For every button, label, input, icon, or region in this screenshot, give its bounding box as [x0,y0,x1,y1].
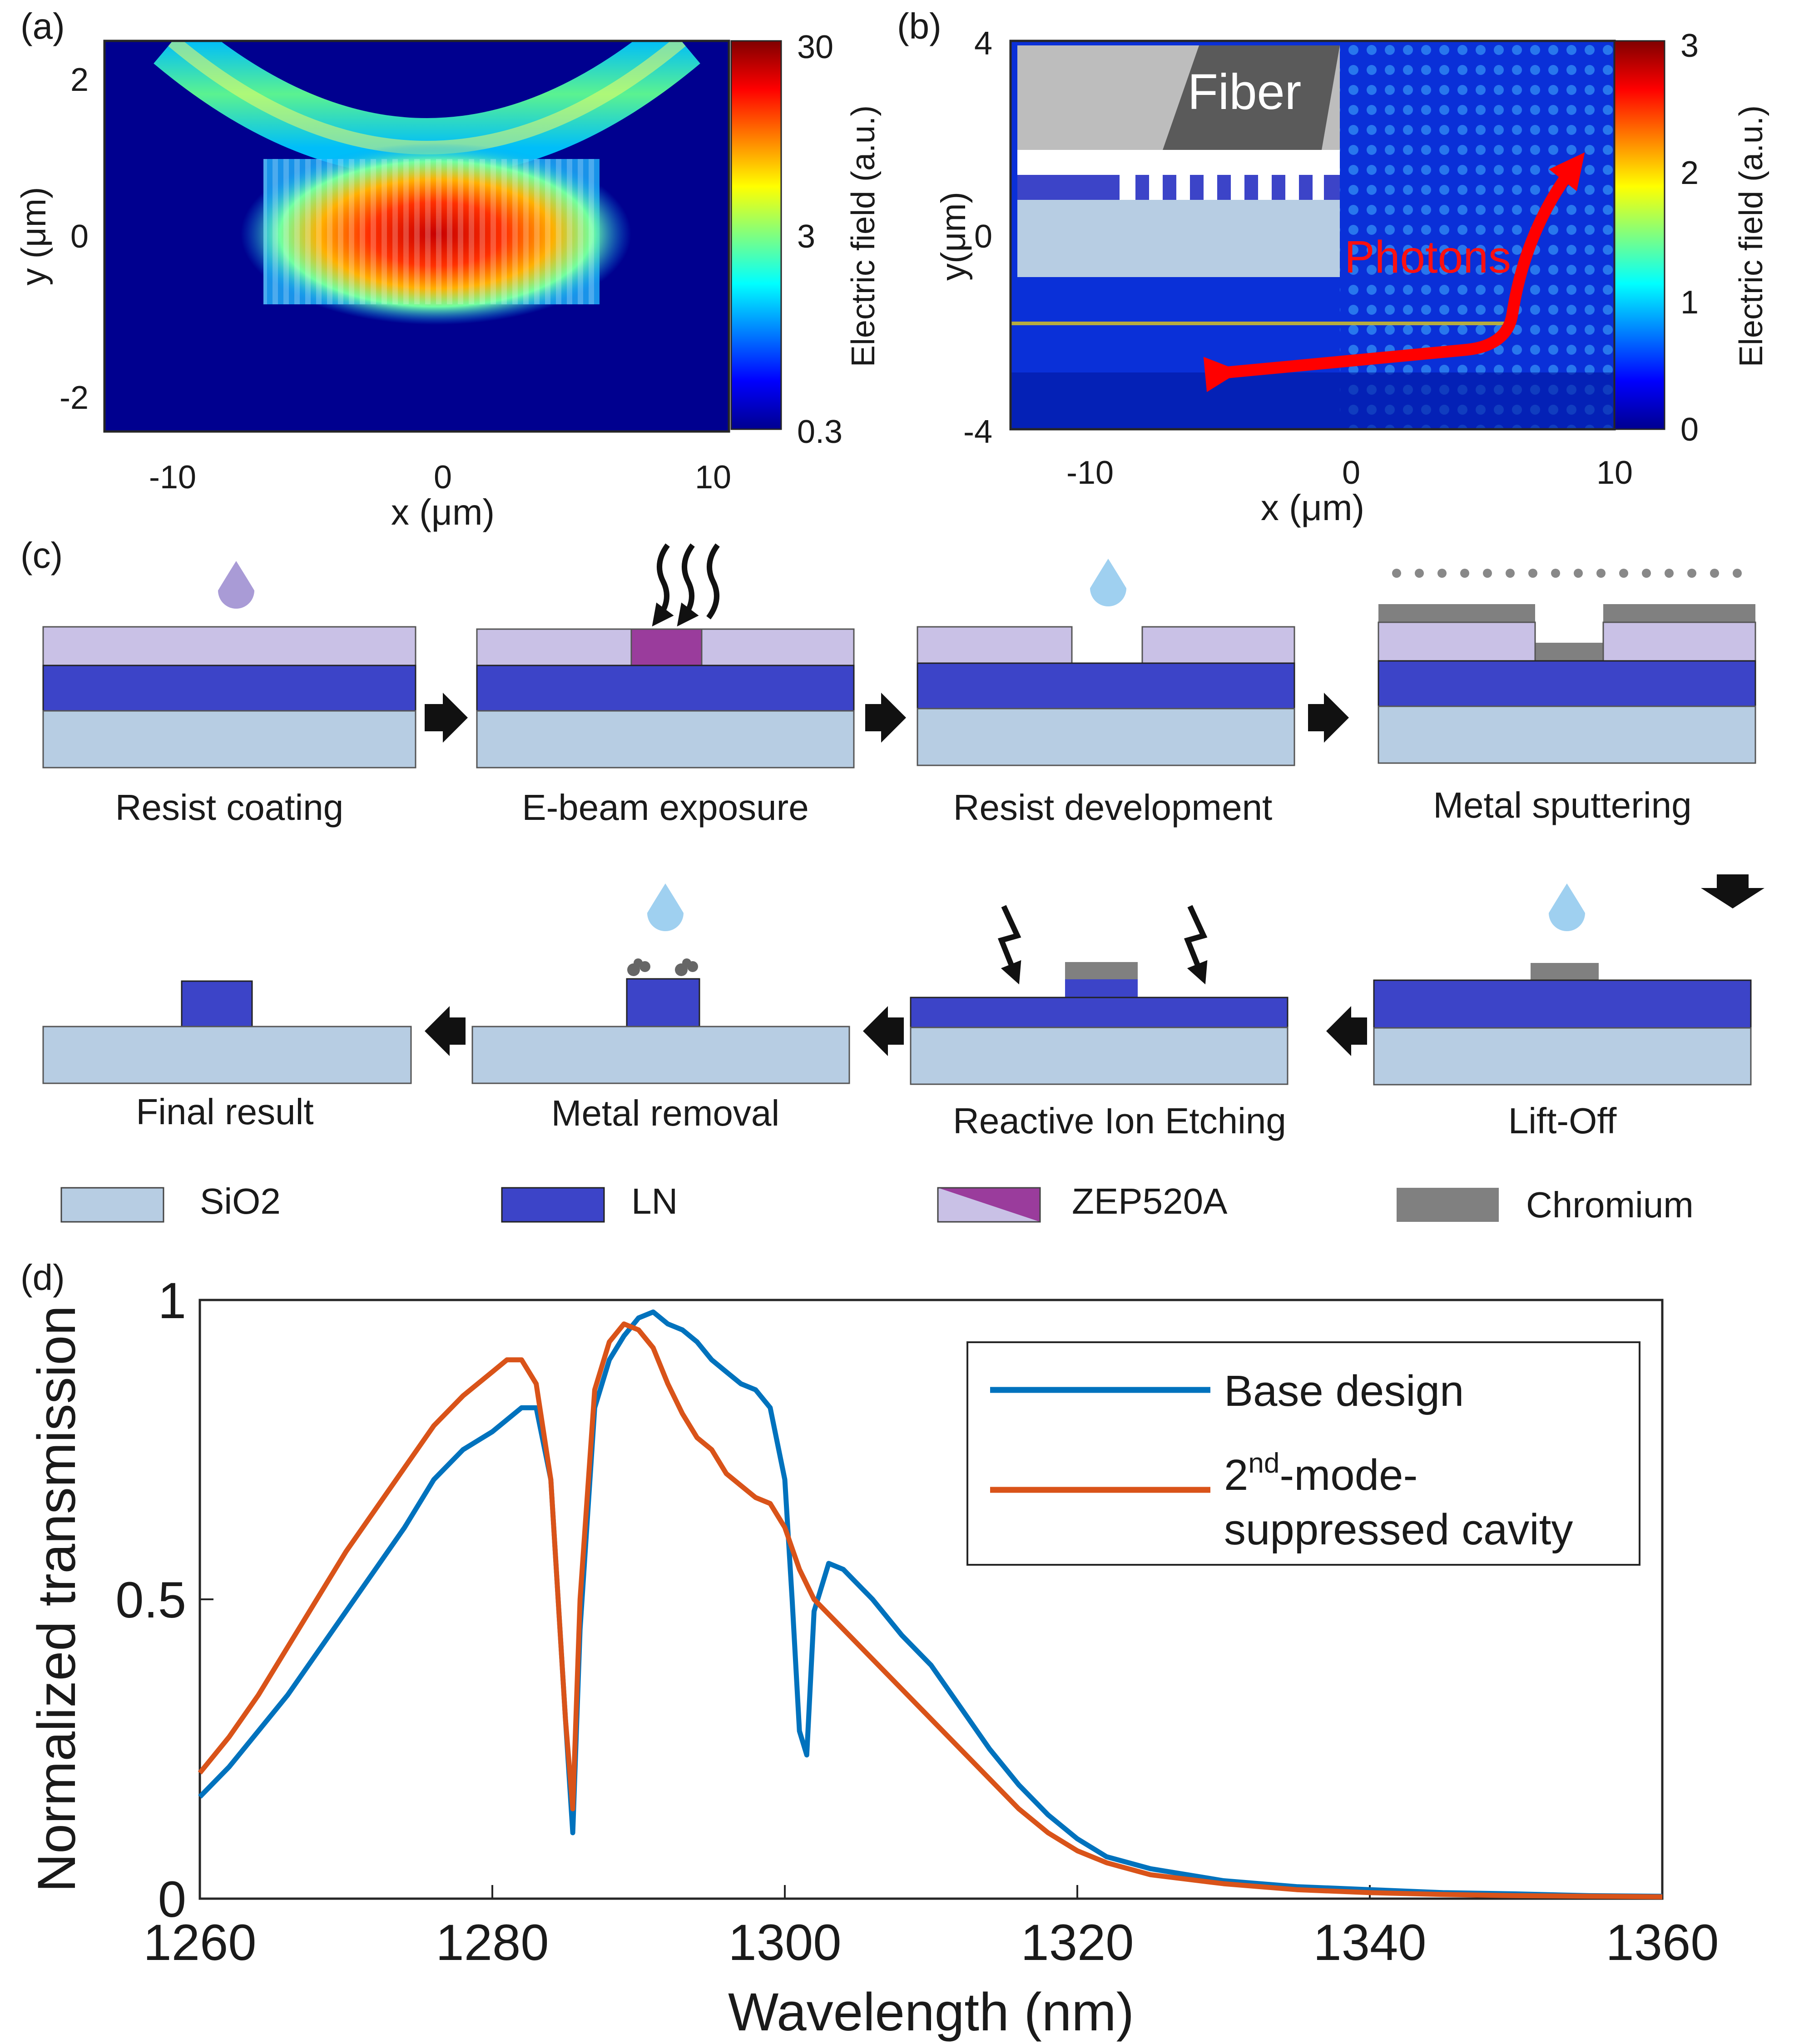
step-metal-removal: Metal removal [471,883,850,1133]
y-ticks: 10.50 [115,1272,213,1928]
legend-label-suppressed-line1: 2nd-mode- [1224,1448,1417,1499]
panel-a-cbar-tick-bot: 0.3 [797,414,842,450]
panel-b-xtick-10: 10 [1596,455,1633,491]
suppressed-cavity-line [198,1321,1663,1900]
step-ebeam-exposure: E-beam exposure [476,543,855,828]
x-tick-label-1360: 1360 [1606,1914,1719,1971]
panel-b-cbar-tick-3: 3 [1680,28,1699,64]
step-resist-development: Resist development [917,559,1295,828]
panel-b-letter: (b) [897,6,942,46]
x-tick-label-1280: 1280 [436,1914,549,1971]
legend-label-sio2: SiO2 [200,1181,281,1221]
panel-a-ytick-0: 0 [70,218,89,255]
panel-b-cbar-tick-1: 1 [1680,284,1699,321]
panel-b-ytick-m4: -4 [963,414,992,450]
panel-a-cbar-tick-top: 30 [797,29,833,65]
panel-b-ytick-0: 0 [974,218,992,255]
legend-label-suppressed-line2: suppressed cavity [1224,1505,1573,1554]
panel-a-heatmap [104,41,729,432]
flow-arrow-2 [865,693,906,743]
chart-legend: Base design 2nd-mode- suppressed cavity [966,1341,1640,1566]
panel-b-ylabel: y(μm) [934,192,973,281]
legend-swatch-chromium [1397,1188,1499,1222]
step-lift-off: Lift-Off [1373,883,1752,1141]
x-ticks: 1260 1280 1300 1320 1340 1360 [143,1885,1719,1971]
step-label-2: E-beam exposure [522,787,808,828]
transmission-chart: 1260 1280 1300 1320 1340 1360 10.50 Wavelengt… [27,1272,1719,2042]
panel-a-ytick-m2: -2 [59,380,89,416]
legend-swatch-sio2 [60,1187,164,1223]
chart-xlabel: Wavelength (nm) [728,1982,1134,2042]
panel-c-letter: (c) [20,535,63,575]
panel-b-ytick-4: 4 [974,25,992,62]
step-label-3: Resist development [953,787,1273,828]
legend-label-ln: LN [631,1181,678,1221]
step-label-8: Final result [136,1091,313,1132]
panel-b-cbar-tick-0: 0 [1680,412,1699,448]
panel-a-ylabel: y (μm) [15,187,53,286]
step-reactive-ion-etching: Reactive Ion Etching [910,905,1289,1141]
step-final-result: Final result [42,980,412,1132]
step-label-4: Metal sputtering [1433,785,1691,825]
x-tick-label-1300: 1300 [728,1914,841,1971]
panel-a-ytick-2: 2 [70,62,89,98]
step-resist-coating: Resist coating [42,561,416,828]
photons-arrow [1203,152,1585,392]
flow-arrow-1 [425,693,468,743]
panel-d: (d) 1260 1280 1300 1320 1340 1360 10.50 Wavel… [20,1257,1719,2042]
x-tick-label-1260: 1260 [143,1914,256,1971]
panel-c: (c) Resist coating E-beam exposure [20,535,1764,1225]
panel-b: (b) Fiber Photons 3 [897,6,1769,528]
material-legend: SiO2 LN ZEP520A Chromium [60,1181,1694,1225]
flow-arrow-down [1701,874,1764,908]
flow-arrow-6 [425,1006,466,1056]
chart-ylabel: Normalized transmission [27,1305,87,1892]
step-label-1: Resist coating [115,787,343,828]
panel-b-inset: Fiber [1017,45,1340,277]
panel-a-xlabel: x (μm) [391,492,495,532]
panel-a-letter: (a) [20,6,65,46]
panel-a-xtick-0: 0 [434,459,452,496]
step-label-5: Lift-Off [1508,1101,1617,1141]
fiber-label: Fiber [1188,64,1302,120]
panel-d-letter: (d) [20,1257,65,1298]
base-design-line [198,1309,1663,1899]
step-metal-sputtering: Metal sputtering [1378,569,1756,825]
panel-b-colorbar-label: Electric field (a.u.) [1733,105,1769,367]
flow-arrow-4 [1326,1006,1367,1056]
panel-b-cbar-tick-2: 2 [1680,155,1699,191]
panel-a-xtick-10: 10 [695,459,731,496]
step-label-6: Reactive Ion Etching [953,1101,1286,1141]
panel-a-colorbar-label: Electric field (a.u.) [845,105,882,367]
panel-a-colorbar [730,40,782,430]
series-lines [198,1309,1663,1900]
flow-arrow-5 [863,1006,904,1056]
panel-b-xtick-0: 0 [1342,455,1360,491]
legend-swatch-zep [937,1187,1041,1223]
flow-arrow-3 [1308,693,1349,743]
x-tick-label-1340: 1340 [1313,1914,1426,1971]
legend-box [966,1341,1640,1566]
legend-label-zep: ZEP520A [1072,1181,1228,1221]
panel-a: (a) 30 3 0.3 Electric field (a.u.) 2 0 -… [15,6,882,532]
panel-b-colorbar [1614,40,1665,430]
y-tick-label-0.5: 0.5 [115,1572,186,1628]
panel-b-xtick-m10: -10 [1066,455,1114,491]
legend-swatch-ln [501,1187,605,1223]
panel-a-cbar-tick-mid: 3 [797,218,815,255]
panel-b-xlabel: x (μm) [1261,487,1364,528]
step-label-7: Metal removal [551,1093,779,1133]
x-tick-label-1320: 1320 [1021,1914,1134,1971]
photons-label: Photons [1344,232,1511,283]
panel-a-xtick-m10: -10 [149,459,196,496]
y-tick-label-0: 0 [158,1871,186,1928]
legend-label-base: Base design [1224,1367,1464,1415]
legend-label-chromium: Chromium [1526,1185,1694,1225]
y-tick-label-1: 1 [158,1272,186,1329]
